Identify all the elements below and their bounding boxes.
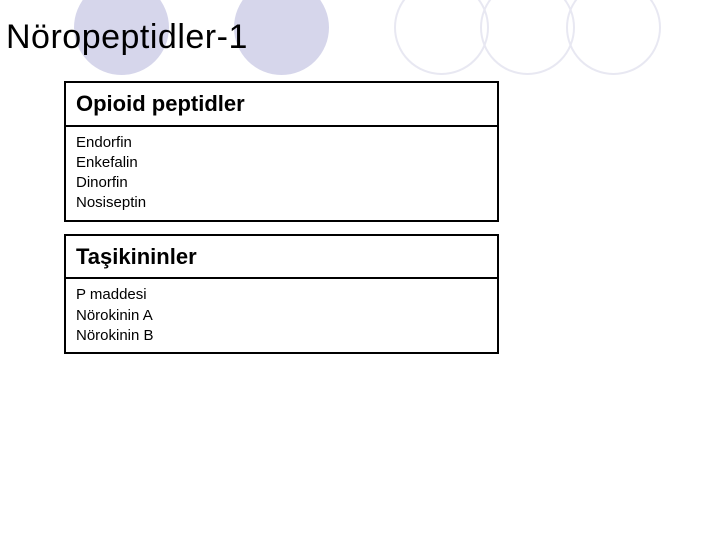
slide-content: Nöropeptidler-1 Opioid peptidlerEndorfin…: [0, 0, 720, 354]
item-line: P maddesi: [76, 285, 487, 305]
neuropeptide-table: Opioid peptidlerEndorfinEnkefalinDinorfi…: [64, 81, 499, 354]
group-items: P maddesiNörokinin ANörokinin B: [64, 279, 499, 354]
item-line: Nosiseptin: [76, 193, 487, 213]
item-line: Nörokinin A: [76, 306, 487, 326]
item-line: Nörokinin B: [76, 326, 487, 346]
item-line: Dinorfin: [76, 173, 487, 193]
group-items: EndorfinEnkefalinDinorfinNosiseptin: [64, 127, 499, 222]
group-header: Taşikininler: [64, 234, 499, 280]
slide-title: Nöropeptidler-1: [0, 0, 720, 57]
item-line: Enkefalin: [76, 153, 487, 173]
group-gap: [64, 222, 499, 234]
item-line: Endorfin: [76, 133, 487, 153]
group-header: Opioid peptidler: [64, 81, 499, 127]
